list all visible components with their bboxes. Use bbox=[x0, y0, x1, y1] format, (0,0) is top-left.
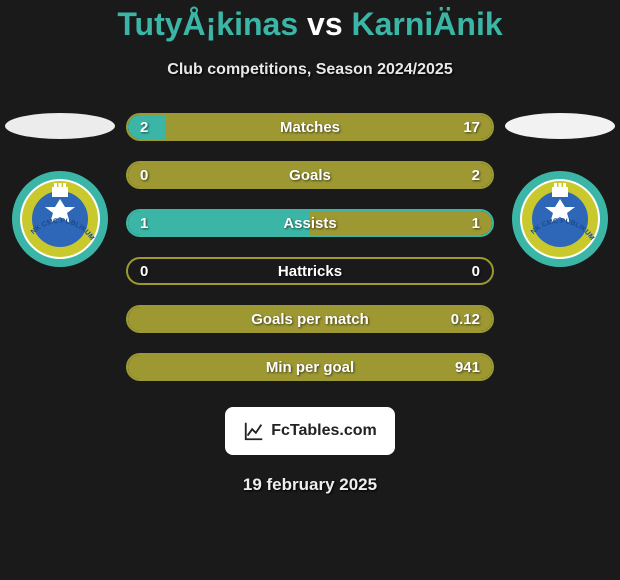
brand-badge[interactable]: FcTables.com bbox=[225, 407, 395, 455]
stat-label: Goals bbox=[128, 163, 492, 187]
stat-label: Goals per match bbox=[128, 307, 492, 331]
vs-text: vs bbox=[307, 6, 343, 42]
player1-photo-placeholder bbox=[5, 113, 115, 139]
brand-text: FcTables.com bbox=[271, 422, 377, 440]
stat-right-value: 17 bbox=[463, 115, 480, 139]
chart-icon bbox=[243, 420, 265, 442]
date-text: 19 february 2025 bbox=[0, 475, 620, 495]
stat-bar: 1Assists1 bbox=[126, 209, 494, 237]
player1-name: TutyÅ¡kinas bbox=[117, 6, 298, 42]
stat-right-value: 1 bbox=[472, 211, 480, 235]
player2-photo-placeholder bbox=[505, 113, 615, 139]
stat-label: Assists bbox=[128, 211, 492, 235]
main-row: NK CMC PUBLIKUM 2Matches170Goals21Assist… bbox=[0, 113, 620, 381]
stat-right-value: 941 bbox=[455, 355, 480, 379]
player2-name: KarniÄnik bbox=[352, 6, 503, 42]
stat-label: Min per goal bbox=[128, 355, 492, 379]
stat-bar: 0Hattricks0 bbox=[126, 257, 494, 285]
club-badge-right: NK CMC PUBLIKUM bbox=[510, 169, 610, 269]
stat-label: Hattricks bbox=[128, 259, 492, 283]
stat-bar: Min per goal941 bbox=[126, 353, 494, 381]
page-title: TutyÅ¡kinas vs KarniÄnik bbox=[0, 6, 620, 43]
stat-bar: 0Goals2 bbox=[126, 161, 494, 189]
stat-right-value: 2 bbox=[472, 163, 480, 187]
stats-bars: 2Matches170Goals21Assists10Hattricks0Goa… bbox=[120, 113, 500, 381]
stat-right-value: 0.12 bbox=[451, 307, 480, 331]
left-column: NK CMC PUBLIKUM bbox=[0, 113, 120, 269]
comparison-card: TutyÅ¡kinas vs KarniÄnik Club competitio… bbox=[0, 0, 620, 495]
stat-bar: Goals per match0.12 bbox=[126, 305, 494, 333]
stat-right-value: 0 bbox=[472, 259, 480, 283]
subtitle: Club competitions, Season 2024/2025 bbox=[0, 61, 620, 79]
stat-label: Matches bbox=[128, 115, 492, 139]
right-column: NK CMC PUBLIKUM bbox=[500, 113, 620, 269]
club-badge-left: NK CMC PUBLIKUM bbox=[10, 169, 110, 269]
stat-bar: 2Matches17 bbox=[126, 113, 494, 141]
